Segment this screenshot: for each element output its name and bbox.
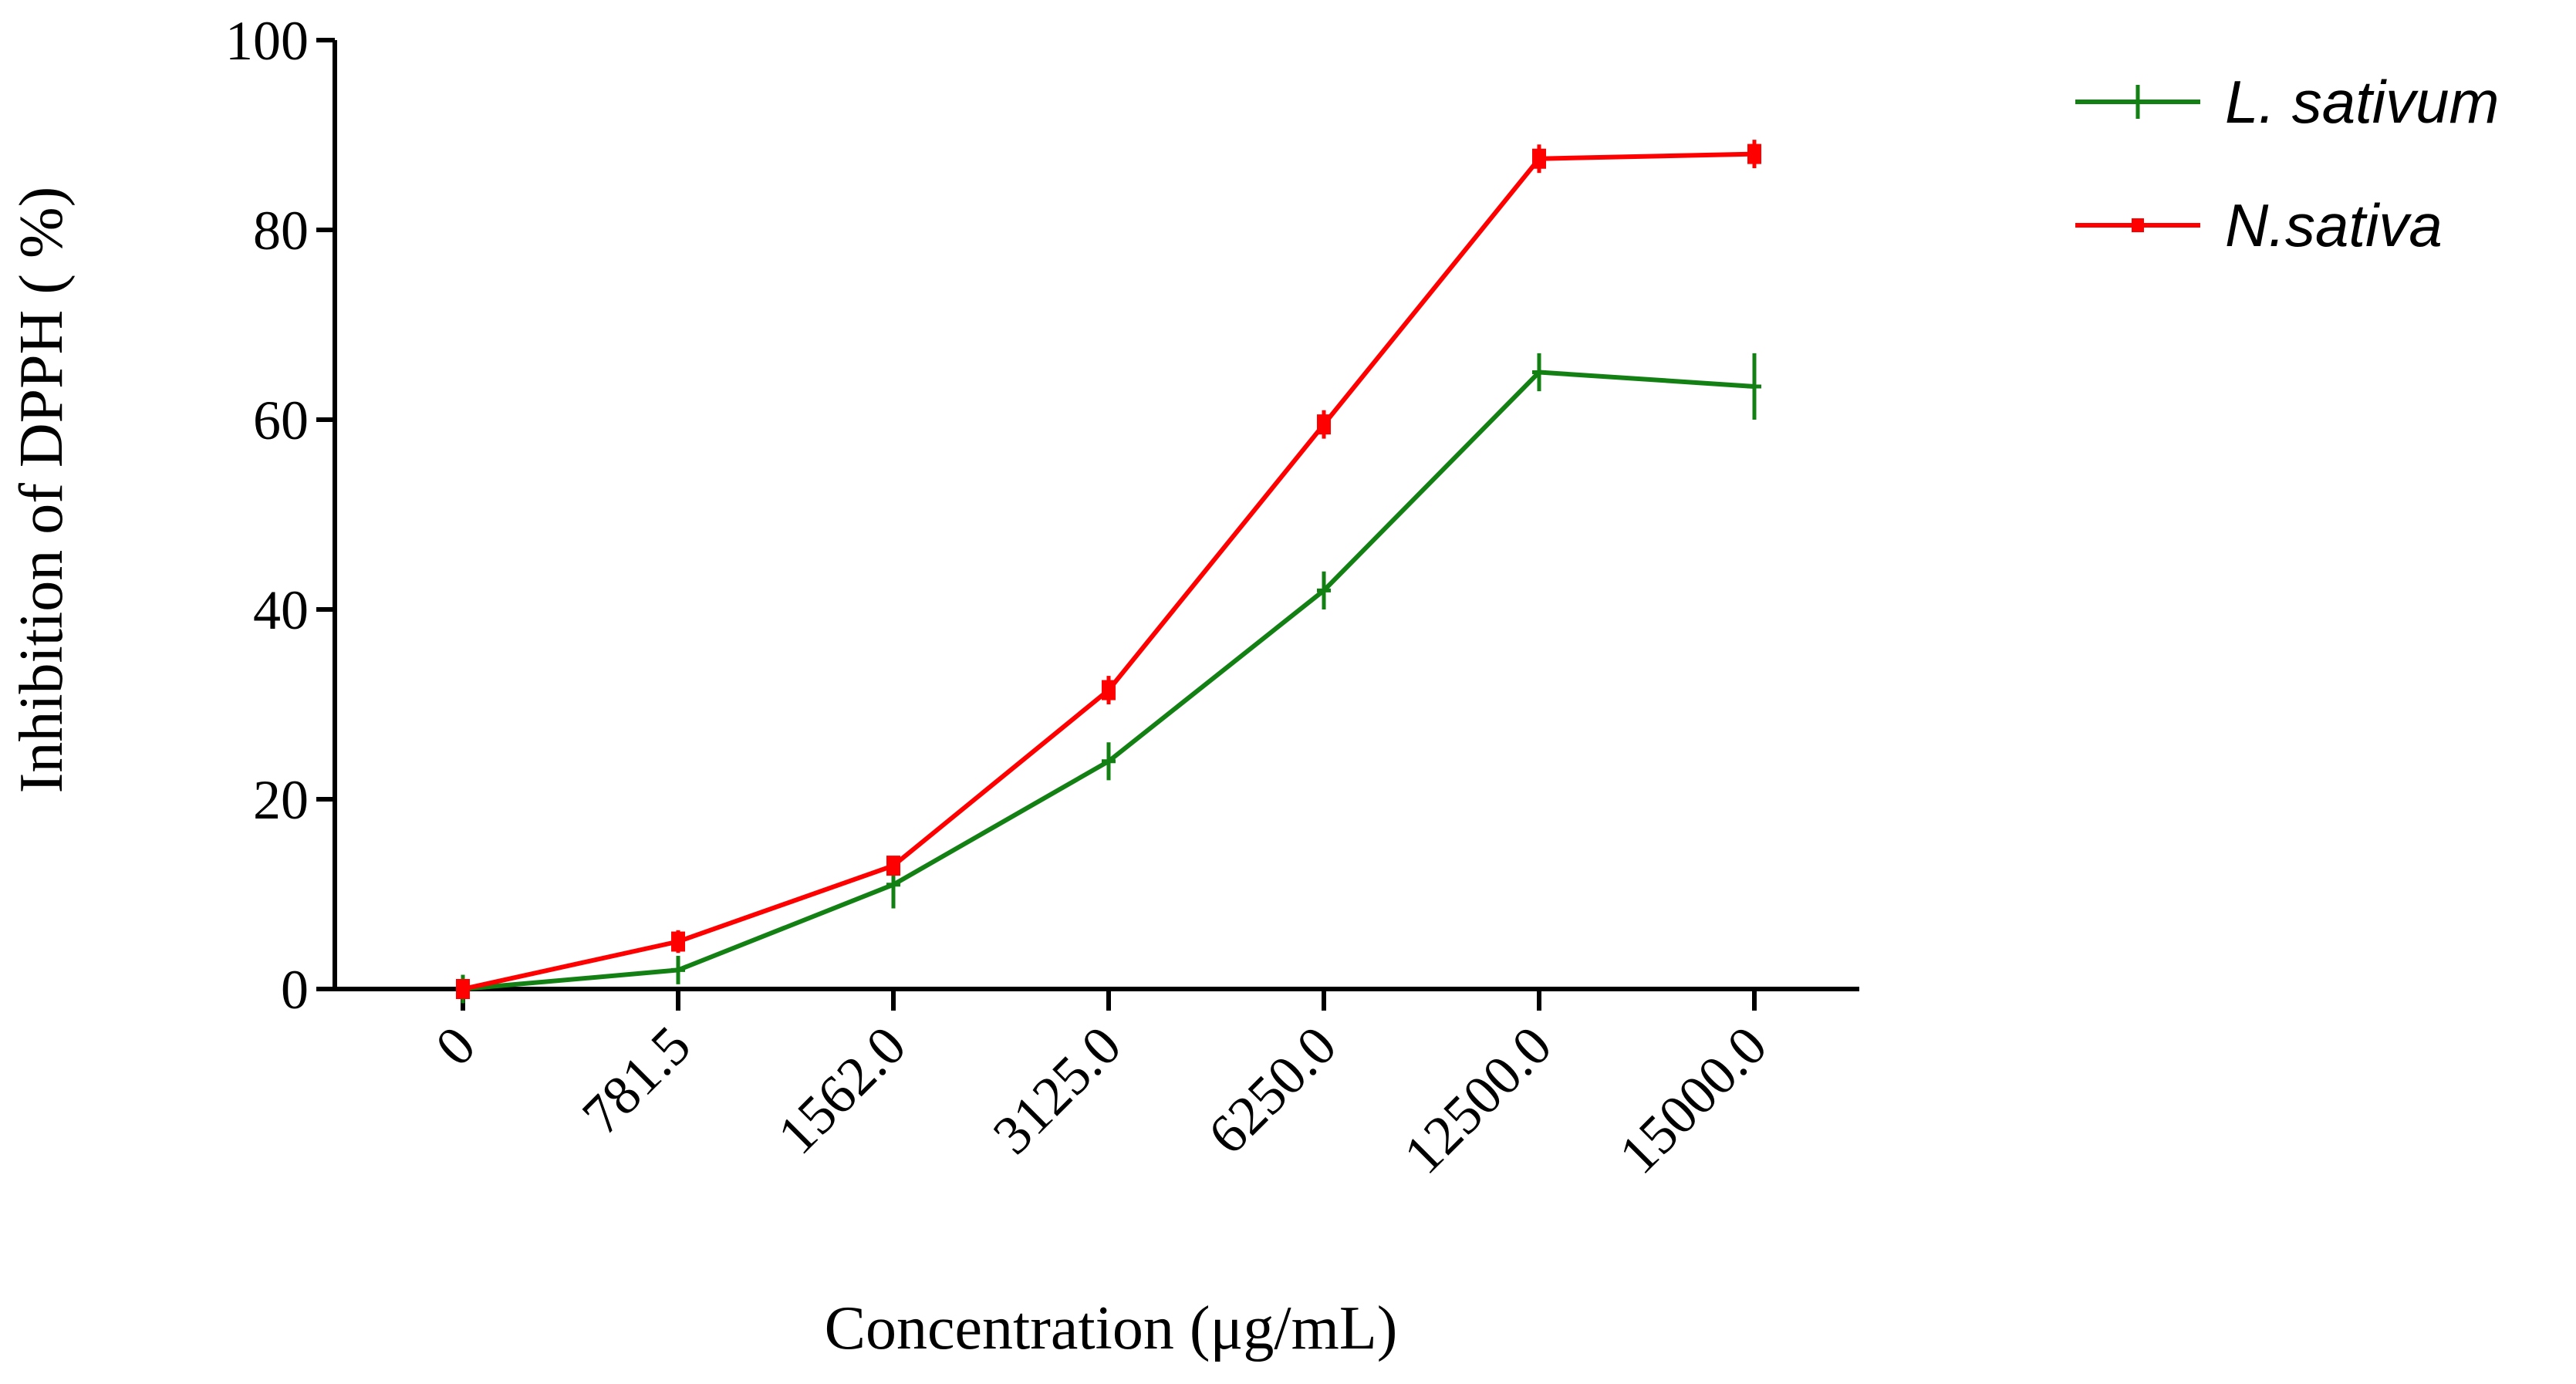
data-point — [1747, 143, 1761, 164]
x-ticks: 0 781.5 1562.0 3125.0 6250.0 12500.0 15000.0 — [424, 989, 1778, 1186]
y-axis-label: Inhibition of DPPH ( %) — [8, 187, 76, 794]
data-point — [456, 979, 470, 999]
legend: L. sativum N.sativa — [2075, 68, 2499, 259]
x-tick-label: 12500.0 — [1392, 1014, 1563, 1186]
x-tick-label: 1562.0 — [766, 1014, 918, 1166]
y-tick-label: 80 — [253, 200, 309, 262]
y-tick-label: 20 — [253, 769, 309, 831]
x-tick-label: 781.5 — [570, 1014, 702, 1146]
legend-marker — [2132, 218, 2144, 232]
legend-label: L. sativum — [2225, 68, 2499, 136]
data-point — [671, 931, 685, 952]
x-tick-label: 3125.0 — [981, 1014, 1133, 1166]
x-tick-label: 6250.0 — [1197, 1014, 1349, 1166]
legend-item: N.sativa — [2075, 191, 2443, 259]
y-ticks: 0 20 40 60 80 100 — [225, 10, 335, 1021]
y-tick-label: 100 — [225, 10, 309, 72]
x-tick-label: 15000.0 — [1607, 1014, 1778, 1186]
legend-item: L. sativum — [2075, 68, 2499, 136]
y-tick-label: 60 — [253, 390, 309, 451]
series-line — [462, 151, 1755, 991]
data-point — [1317, 414, 1331, 435]
data-point — [1102, 680, 1116, 700]
y-tick-label: 40 — [253, 579, 309, 641]
data-point — [1532, 148, 1546, 169]
y-tick-label: 0 — [281, 959, 309, 1021]
series-n-sativa — [456, 140, 1761, 999]
legend-label: N.sativa — [2225, 191, 2443, 259]
series-layer — [456, 140, 1761, 1004]
data-point — [886, 856, 900, 876]
x-tick-label: 0 — [424, 1014, 487, 1078]
plot-area: 0 20 40 60 80 100 0 781.5 1562.0 3125.0 6250.0 125… — [225, 10, 1859, 1186]
x-axis-label: Concentration (μg/mL) — [825, 1295, 1398, 1362]
